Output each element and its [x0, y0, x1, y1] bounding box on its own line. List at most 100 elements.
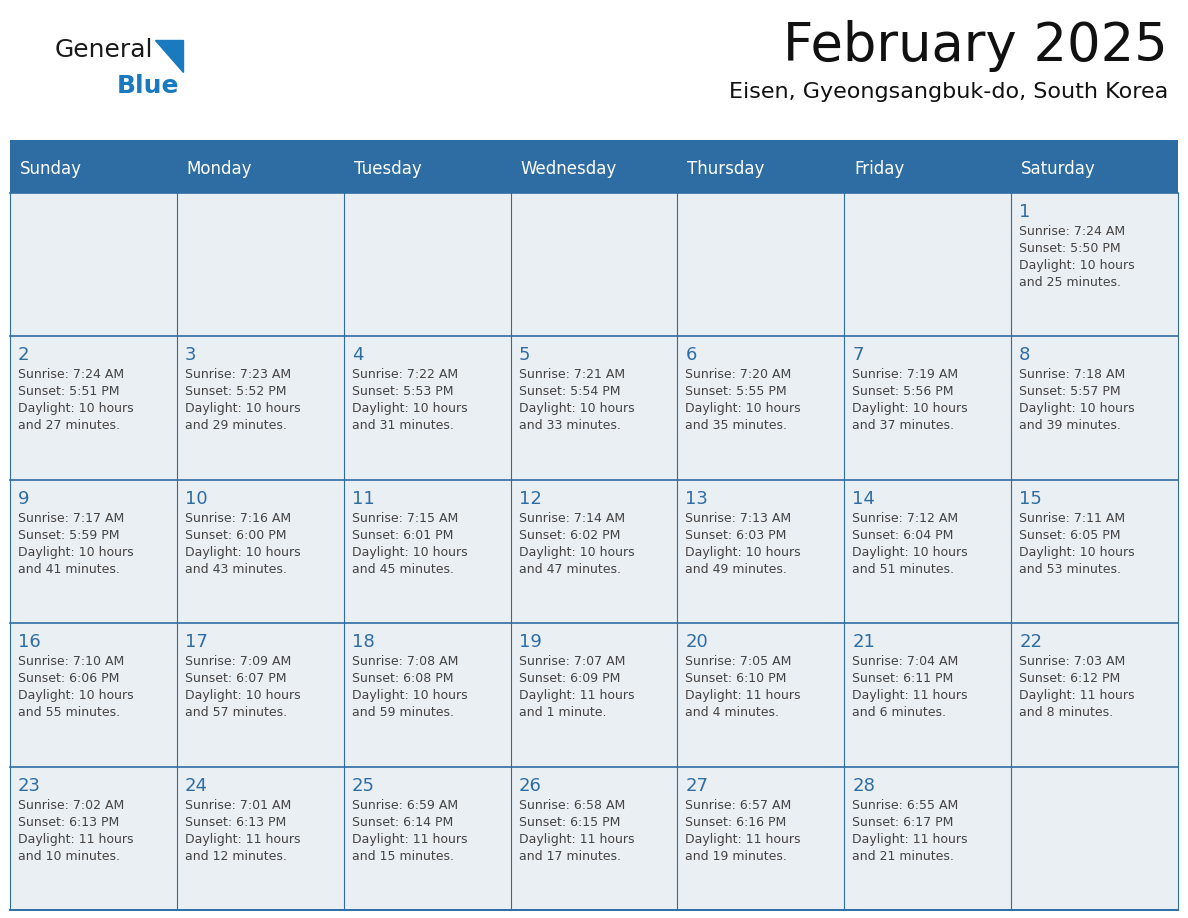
- Text: Sunrise: 7:20 AM
Sunset: 5:55 PM
Daylight: 10 hours
and 35 minutes.: Sunrise: 7:20 AM Sunset: 5:55 PM Dayligh…: [685, 368, 801, 432]
- Text: Sunrise: 7:01 AM
Sunset: 6:13 PM
Daylight: 11 hours
and 12 minutes.: Sunrise: 7:01 AM Sunset: 6:13 PM Dayligh…: [185, 799, 301, 863]
- Text: Saturday: Saturday: [1022, 160, 1095, 178]
- Text: Sunrise: 7:22 AM
Sunset: 5:53 PM
Daylight: 10 hours
and 31 minutes.: Sunrise: 7:22 AM Sunset: 5:53 PM Dayligh…: [352, 368, 467, 432]
- Text: Sunrise: 7:16 AM
Sunset: 6:00 PM
Daylight: 10 hours
and 43 minutes.: Sunrise: 7:16 AM Sunset: 6:00 PM Dayligh…: [185, 512, 301, 576]
- Text: 20: 20: [685, 633, 708, 651]
- Bar: [511, 336, 677, 480]
- Text: Sunrise: 7:04 AM
Sunset: 6:11 PM
Daylight: 11 hours
and 6 minutes.: Sunrise: 7:04 AM Sunset: 6:11 PM Dayligh…: [852, 655, 968, 719]
- Bar: [511, 193, 677, 336]
- Text: Eisen, Gyeongsangbuk-do, South Korea: Eisen, Gyeongsangbuk-do, South Korea: [728, 82, 1168, 102]
- Polygon shape: [154, 40, 183, 72]
- Text: Blue: Blue: [116, 74, 179, 98]
- Text: 17: 17: [185, 633, 208, 651]
- Text: 12: 12: [519, 490, 542, 508]
- Bar: [1011, 193, 1178, 336]
- Bar: [10, 480, 177, 623]
- Text: Sunrise: 7:12 AM
Sunset: 6:04 PM
Daylight: 10 hours
and 51 minutes.: Sunrise: 7:12 AM Sunset: 6:04 PM Dayligh…: [852, 512, 968, 576]
- Bar: [511, 623, 677, 767]
- Text: Sunrise: 7:07 AM
Sunset: 6:09 PM
Daylight: 11 hours
and 1 minute.: Sunrise: 7:07 AM Sunset: 6:09 PM Dayligh…: [519, 655, 634, 719]
- Text: 24: 24: [185, 777, 208, 795]
- Text: Sunday: Sunday: [20, 160, 82, 178]
- Bar: [1011, 480, 1178, 623]
- Bar: [1011, 767, 1178, 910]
- Text: Sunrise: 7:09 AM
Sunset: 6:07 PM
Daylight: 10 hours
and 57 minutes.: Sunrise: 7:09 AM Sunset: 6:07 PM Dayligh…: [185, 655, 301, 719]
- Text: Sunrise: 7:24 AM
Sunset: 5:51 PM
Daylight: 10 hours
and 27 minutes.: Sunrise: 7:24 AM Sunset: 5:51 PM Dayligh…: [18, 368, 133, 432]
- Text: Monday: Monday: [187, 160, 252, 178]
- Text: General: General: [55, 38, 153, 62]
- Text: Sunrise: 7:17 AM
Sunset: 5:59 PM
Daylight: 10 hours
and 41 minutes.: Sunrise: 7:17 AM Sunset: 5:59 PM Dayligh…: [18, 512, 133, 576]
- Bar: [10, 145, 1178, 193]
- Text: 5: 5: [519, 346, 530, 364]
- Text: 4: 4: [352, 346, 364, 364]
- Bar: [677, 336, 845, 480]
- Bar: [177, 480, 343, 623]
- Text: 3: 3: [185, 346, 196, 364]
- Bar: [677, 480, 845, 623]
- Bar: [845, 336, 1011, 480]
- Text: Sunrise: 7:13 AM
Sunset: 6:03 PM
Daylight: 10 hours
and 49 minutes.: Sunrise: 7:13 AM Sunset: 6:03 PM Dayligh…: [685, 512, 801, 576]
- Text: Sunrise: 6:57 AM
Sunset: 6:16 PM
Daylight: 11 hours
and 19 minutes.: Sunrise: 6:57 AM Sunset: 6:16 PM Dayligh…: [685, 799, 801, 863]
- Bar: [1011, 623, 1178, 767]
- Text: Sunrise: 7:14 AM
Sunset: 6:02 PM
Daylight: 10 hours
and 47 minutes.: Sunrise: 7:14 AM Sunset: 6:02 PM Dayligh…: [519, 512, 634, 576]
- Bar: [677, 767, 845, 910]
- Text: 10: 10: [185, 490, 208, 508]
- Text: Sunrise: 7:18 AM
Sunset: 5:57 PM
Daylight: 10 hours
and 39 minutes.: Sunrise: 7:18 AM Sunset: 5:57 PM Dayligh…: [1019, 368, 1135, 432]
- Bar: [177, 193, 343, 336]
- Text: 28: 28: [852, 777, 876, 795]
- Text: Sunrise: 7:19 AM
Sunset: 5:56 PM
Daylight: 10 hours
and 37 minutes.: Sunrise: 7:19 AM Sunset: 5:56 PM Dayligh…: [852, 368, 968, 432]
- Bar: [177, 336, 343, 480]
- Text: 19: 19: [519, 633, 542, 651]
- Text: Friday: Friday: [854, 160, 904, 178]
- Text: Sunrise: 7:15 AM
Sunset: 6:01 PM
Daylight: 10 hours
and 45 minutes.: Sunrise: 7:15 AM Sunset: 6:01 PM Dayligh…: [352, 512, 467, 576]
- Bar: [845, 193, 1011, 336]
- Bar: [343, 623, 511, 767]
- Bar: [511, 767, 677, 910]
- Text: 13: 13: [685, 490, 708, 508]
- Text: Sunrise: 7:08 AM
Sunset: 6:08 PM
Daylight: 10 hours
and 59 minutes.: Sunrise: 7:08 AM Sunset: 6:08 PM Dayligh…: [352, 655, 467, 719]
- Bar: [845, 767, 1011, 910]
- Text: 11: 11: [352, 490, 374, 508]
- Bar: [10, 623, 177, 767]
- Text: Sunrise: 7:11 AM
Sunset: 6:05 PM
Daylight: 10 hours
and 53 minutes.: Sunrise: 7:11 AM Sunset: 6:05 PM Dayligh…: [1019, 512, 1135, 576]
- Bar: [511, 480, 677, 623]
- Bar: [677, 193, 845, 336]
- Text: Sunrise: 6:58 AM
Sunset: 6:15 PM
Daylight: 11 hours
and 17 minutes.: Sunrise: 6:58 AM Sunset: 6:15 PM Dayligh…: [519, 799, 634, 863]
- Text: Thursday: Thursday: [688, 160, 765, 178]
- Bar: [10, 767, 177, 910]
- Bar: [845, 623, 1011, 767]
- Text: 1: 1: [1019, 203, 1030, 221]
- Bar: [10, 140, 1178, 145]
- Bar: [343, 480, 511, 623]
- Text: 6: 6: [685, 346, 697, 364]
- Bar: [177, 623, 343, 767]
- Text: Sunrise: 6:59 AM
Sunset: 6:14 PM
Daylight: 11 hours
and 15 minutes.: Sunrise: 6:59 AM Sunset: 6:14 PM Dayligh…: [352, 799, 467, 863]
- Text: 23: 23: [18, 777, 42, 795]
- Text: 25: 25: [352, 777, 374, 795]
- Text: Sunrise: 7:23 AM
Sunset: 5:52 PM
Daylight: 10 hours
and 29 minutes.: Sunrise: 7:23 AM Sunset: 5:52 PM Dayligh…: [185, 368, 301, 432]
- Text: 15: 15: [1019, 490, 1042, 508]
- Bar: [343, 767, 511, 910]
- Text: 27: 27: [685, 777, 708, 795]
- Text: Tuesday: Tuesday: [354, 160, 422, 178]
- Text: Sunrise: 7:05 AM
Sunset: 6:10 PM
Daylight: 11 hours
and 4 minutes.: Sunrise: 7:05 AM Sunset: 6:10 PM Dayligh…: [685, 655, 801, 719]
- Bar: [845, 480, 1011, 623]
- Text: 7: 7: [852, 346, 864, 364]
- Text: 16: 16: [18, 633, 40, 651]
- Bar: [343, 336, 511, 480]
- Text: 26: 26: [519, 777, 542, 795]
- Bar: [10, 336, 177, 480]
- Text: Sunrise: 7:10 AM
Sunset: 6:06 PM
Daylight: 10 hours
and 55 minutes.: Sunrise: 7:10 AM Sunset: 6:06 PM Dayligh…: [18, 655, 133, 719]
- Text: 14: 14: [852, 490, 876, 508]
- Text: Sunrise: 6:55 AM
Sunset: 6:17 PM
Daylight: 11 hours
and 21 minutes.: Sunrise: 6:55 AM Sunset: 6:17 PM Dayligh…: [852, 799, 968, 863]
- Text: Sunrise: 7:03 AM
Sunset: 6:12 PM
Daylight: 11 hours
and 8 minutes.: Sunrise: 7:03 AM Sunset: 6:12 PM Dayligh…: [1019, 655, 1135, 719]
- Text: February 2025: February 2025: [783, 20, 1168, 72]
- Text: 18: 18: [352, 633, 374, 651]
- Text: 9: 9: [18, 490, 30, 508]
- Bar: [10, 193, 177, 336]
- Text: 22: 22: [1019, 633, 1042, 651]
- Text: Sunrise: 7:02 AM
Sunset: 6:13 PM
Daylight: 11 hours
and 10 minutes.: Sunrise: 7:02 AM Sunset: 6:13 PM Dayligh…: [18, 799, 133, 863]
- Bar: [343, 193, 511, 336]
- Text: Sunrise: 7:24 AM
Sunset: 5:50 PM
Daylight: 10 hours
and 25 minutes.: Sunrise: 7:24 AM Sunset: 5:50 PM Dayligh…: [1019, 225, 1135, 289]
- Text: 21: 21: [852, 633, 876, 651]
- Text: Wednesday: Wednesday: [520, 160, 617, 178]
- Text: 8: 8: [1019, 346, 1030, 364]
